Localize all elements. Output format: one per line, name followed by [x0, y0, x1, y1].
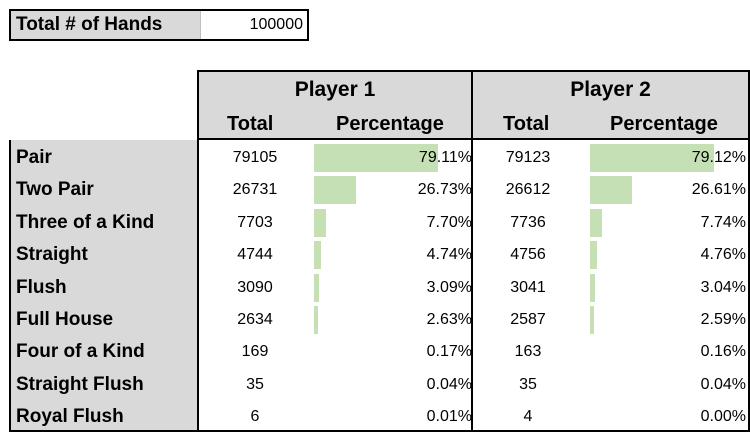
player1-title[interactable]: Player 1 — [294, 78, 376, 101]
player2-data-bar — [590, 274, 595, 302]
player1-total-cell[interactable]: 7703 — [237, 214, 273, 231]
player2-total-cell[interactable]: 2587 — [510, 311, 546, 328]
total-hands-value[interactable]: 100000 — [201, 11, 307, 39]
player2-total-cell[interactable]: 26612 — [505, 181, 551, 198]
row-label[interactable]: Straight — [16, 244, 88, 265]
player2-percentage-cell[interactable]: 7.74% — [700, 214, 746, 231]
player2-total-cell[interactable]: 35 — [519, 376, 537, 393]
player1-total-cell[interactable]: 4744 — [237, 246, 273, 263]
player2-total-cell[interactable]: 4 — [523, 408, 533, 425]
player1-header: Player 1 Total Percentage — [197, 70, 473, 140]
player2-total-cell[interactable]: 3041 — [510, 279, 546, 296]
player1-data-bar — [314, 274, 319, 302]
player2-total-cell[interactable]: 79123 — [505, 149, 551, 166]
player1-data-bar — [314, 306, 318, 334]
player1-total-cell[interactable]: 79105 — [232, 149, 278, 166]
row-label[interactable]: Three of a Kind — [16, 212, 155, 233]
row-label[interactable]: Four of a Kind — [16, 341, 145, 362]
row-label[interactable]: Flush — [16, 277, 67, 298]
player1-percentage-cell[interactable]: 4.74% — [426, 246, 472, 263]
player2-percentage-cell[interactable]: 2.59% — [700, 311, 746, 328]
player1-total-cell[interactable]: 35 — [246, 376, 264, 393]
hand-label-column — [9, 140, 197, 432]
player2-title[interactable]: Player 2 — [570, 78, 651, 101]
player1-total-cell[interactable]: 169 — [241, 343, 269, 360]
player1-percentage-cell[interactable]: 3.09% — [426, 279, 472, 296]
player2-data-bar — [590, 144, 714, 172]
player1-percentage-cell[interactable]: 7.70% — [426, 214, 472, 231]
player1-percentage-cell[interactable]: 0.01% — [426, 408, 472, 425]
player2-percentage-cell[interactable]: 4.76% — [700, 246, 746, 263]
player1-data-bar — [314, 209, 326, 237]
player2-percentage-cell[interactable]: 0.16% — [700, 343, 746, 360]
player1-percentage-cell[interactable]: 26.73% — [417, 181, 472, 198]
player2-percentage-header[interactable]: Percentage — [610, 113, 718, 135]
player1-total-header[interactable]: Total — [227, 113, 274, 135]
player2-data-bar — [590, 176, 632, 204]
player1-data-bar — [314, 241, 321, 269]
player2-data-bar — [590, 209, 602, 237]
player2-percentage-cell[interactable]: 26.61% — [691, 181, 746, 198]
player2-data-bar — [590, 241, 597, 269]
player1-percentage-cell[interactable]: 0.04% — [426, 376, 472, 393]
player2-percentage-cell[interactable]: 3.04% — [700, 279, 746, 296]
player2-percentage-cell[interactable]: 0.04% — [700, 376, 746, 393]
player2-total-cell[interactable]: 4756 — [510, 246, 546, 263]
row-label[interactable]: Two Pair — [16, 179, 94, 200]
player1-percentage-cell[interactable]: 0.17% — [426, 343, 472, 360]
player1-total-cell[interactable]: 6 — [250, 408, 260, 425]
player2-data-bar — [590, 306, 594, 334]
row-label[interactable]: Pair — [16, 147, 52, 168]
player2-percentage-cell[interactable]: 79.12% — [691, 149, 746, 166]
player1-percentage-cell[interactable]: 2.63% — [426, 311, 472, 328]
row-label[interactable]: Royal Flush — [16, 406, 124, 427]
player1-data-bar — [314, 144, 438, 172]
player2-total-cell[interactable]: 163 — [514, 343, 542, 360]
player2-percentage-cell[interactable]: 0.00% — [700, 408, 746, 425]
total-hands-box: Total # of Hands 100000 — [9, 9, 309, 41]
player1-total-cell[interactable]: 2634 — [237, 311, 273, 328]
player2-total-header[interactable]: Total — [503, 113, 550, 135]
player1-percentage-header[interactable]: Percentage — [336, 113, 444, 135]
total-hands-label[interactable]: Total # of Hands — [11, 11, 201, 39]
row-label[interactable]: Full House — [16, 309, 114, 330]
player1-total-cell[interactable]: 3090 — [237, 279, 273, 296]
player1-percentage-cell[interactable]: 79.11% — [418, 149, 472, 166]
player2-total-cell[interactable]: 7736 — [510, 214, 546, 231]
player1-total-cell[interactable]: 26731 — [232, 181, 278, 198]
player1-data-bar — [314, 176, 356, 204]
row-label[interactable]: Straight Flush — [16, 374, 144, 395]
player2-header: Player 2 Total Percentage — [473, 70, 750, 140]
